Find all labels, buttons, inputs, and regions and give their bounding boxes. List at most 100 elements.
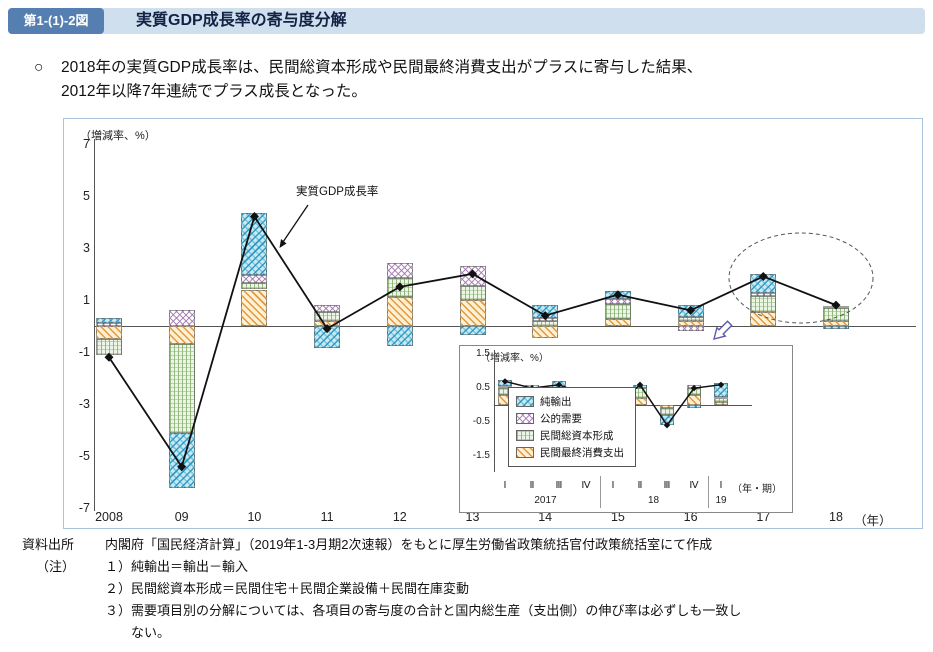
bar-segment: [168, 432, 195, 488]
bar-segment: [823, 326, 849, 329]
bar-segment: [714, 401, 728, 405]
y-axis-line: [94, 139, 95, 511]
bar-segment: [532, 318, 559, 321]
figure-header: 第1-(1)-2図 実質GDP成長率の寄与度分解: [8, 8, 925, 34]
bar-segment: [532, 320, 559, 326]
bar-segment: [386, 277, 413, 298]
line-annotation: 実質GDP成長率: [296, 186, 379, 198]
note-line: ３）需要項目別の分解については、各項目の寄与度の合計と国内総生産（支出側）の伸び…: [105, 603, 742, 618]
bar-segment: [750, 296, 777, 312]
legend-item-public-demand: 公的需要: [516, 410, 628, 427]
bar-segment: [459, 326, 486, 336]
bar-segment: [386, 326, 413, 346]
bar-segment: [96, 318, 122, 324]
x-tick-label: Ⅲ: [663, 480, 671, 491]
bar-segment: [314, 305, 341, 312]
bar-segment: [750, 273, 777, 294]
y-axis-line: [494, 350, 495, 472]
note-line: ２）民間総資本形成＝民間住宅＋民間企業設備＋民間在庫変動: [105, 581, 470, 596]
annotation-arrow-icon: [279, 204, 309, 248]
highlight-ellipse: [728, 232, 874, 324]
bar-segment: [96, 323, 122, 326]
legend-label: 純輸出: [540, 396, 572, 408]
bar-segment: [677, 326, 704, 332]
figure-number: 第1-(1)-2図: [8, 8, 104, 34]
summary-text: ○ 2018年の実質GDP成長率は、民間総資本形成や民間最終消費支出がプラスに寄…: [34, 56, 702, 104]
x-tick-label: 17: [756, 510, 771, 524]
bar-segment: [677, 305, 704, 317]
y-tick-label: 1.5: [476, 348, 490, 360]
bar-segment: [241, 282, 268, 290]
x-tick-label: Ⅳ: [689, 480, 699, 491]
bar-segment: [386, 297, 413, 326]
y-tick-label: 0.5: [476, 382, 490, 394]
bar-segment: [168, 326, 195, 345]
bar-segment: [532, 305, 559, 319]
x-tick-label: 11: [320, 510, 334, 524]
bar-segment: [241, 212, 268, 276]
bar-segment: [168, 344, 195, 433]
x-tick-label: Ⅰ: [719, 480, 723, 491]
x-tick-label: 13: [465, 510, 480, 524]
bar-segment: [604, 290, 631, 299]
bar-segment: [714, 398, 728, 402]
bar-segment: [96, 339, 122, 355]
x-tick-label: Ⅰ: [503, 480, 507, 491]
x-tick-label: Ⅳ: [581, 480, 591, 491]
bar-segment: [604, 319, 631, 326]
y-tick-label: -1: [78, 345, 90, 360]
source-text: 内閣府「国民経済計算」（2019年1-3月期2次速報）をもとに厚生労働省政策統括…: [105, 537, 713, 552]
bar-segment: [241, 289, 268, 326]
bar-segment: [532, 326, 559, 338]
axis-unit-label: （増減率、%）: [480, 353, 549, 364]
callout-down-left-arrow-icon: [713, 320, 733, 340]
legend-label: 民間最終消費支出: [540, 447, 624, 459]
summary-line-1: 2018年の実質GDP成長率は、民間総資本形成や民間最終消費支出がプラスに寄与し…: [61, 59, 703, 76]
consumption-swatch-icon: [516, 447, 534, 458]
y-tick-label: -3: [78, 397, 90, 412]
bar-segment: [714, 396, 728, 399]
x-tick-label: 18: [829, 510, 843, 524]
x-axis-suffix: （年・期）: [732, 484, 782, 495]
x-axis-suffix: （年）: [854, 514, 892, 528]
bar-segment: [750, 293, 777, 296]
bar-segment: [687, 405, 701, 409]
bar-segment: [459, 299, 486, 326]
x-tick-label: 14: [538, 510, 553, 524]
capital-formation-swatch-icon: [516, 430, 534, 441]
note-label: （注）: [36, 559, 76, 574]
y-tick-label: -0.5: [472, 415, 490, 427]
public-demand-swatch-icon: [516, 413, 534, 424]
y-tick-label: 7: [83, 136, 90, 151]
x-tick-label: 09: [174, 510, 189, 524]
x-tick-label: Ⅲ: [555, 480, 563, 491]
bar-segment: [241, 275, 268, 283]
legend-item-net-exports: 純輸出: [516, 393, 628, 410]
x-tick-label: 2008: [95, 510, 123, 524]
bar-segment: [660, 408, 674, 416]
bar-segment: [677, 316, 704, 321]
net-exports-swatch-icon: [516, 396, 534, 407]
bar-segment: [314, 311, 341, 321]
bar-segment: [750, 311, 777, 326]
figure-title: 実質GDP成長率の寄与度分解: [136, 12, 347, 29]
bar-segment: [459, 266, 486, 286]
main-chart: 実質GDP成長率 （増減率、%） 1.5 0.5 -0.5 -1.5 Ⅰ Ⅱ Ⅲ Ⅳ Ⅰ Ⅱ Ⅲ Ⅳ Ⅰ （…: [63, 118, 923, 529]
y-tick-label: -1.5: [472, 449, 490, 461]
note-line: ない。: [131, 625, 171, 640]
legend-label: 民間総資本形成: [540, 430, 614, 442]
legend-item-capital-formation: 民間総資本形成: [516, 427, 628, 444]
x-tick-label: 16: [683, 510, 698, 524]
bar-segment: [168, 310, 195, 326]
bar-segment: [823, 307, 849, 321]
source-label: 資料出所: [22, 537, 75, 552]
year-group-divider: [707, 476, 709, 508]
y-tick-label: 3: [83, 240, 90, 255]
bar-segment: [604, 303, 631, 320]
y-tick-label: 5: [83, 188, 90, 203]
bar-segment: [386, 263, 413, 278]
bar-segment: [660, 415, 674, 426]
bar-segment: [687, 388, 701, 395]
axis-unit-label: （増減率、%）: [80, 130, 156, 142]
